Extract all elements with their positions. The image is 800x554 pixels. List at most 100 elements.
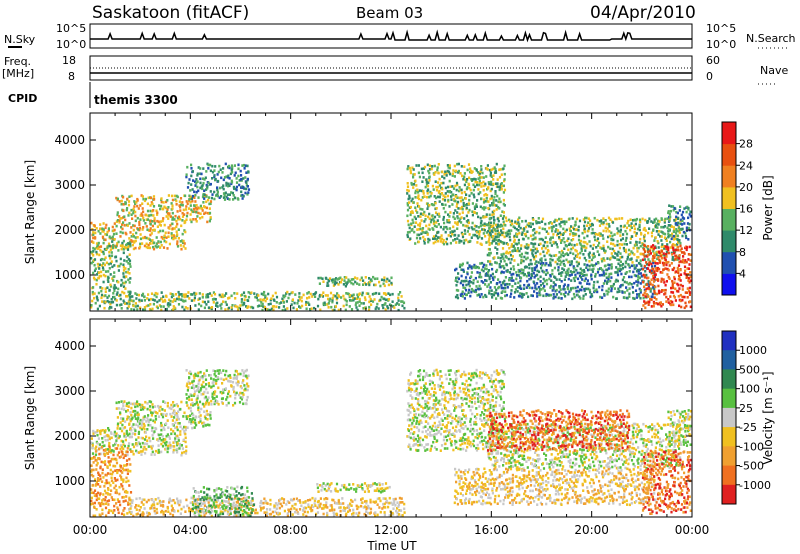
scatter-cell (660, 230, 663, 233)
scatter-cell (171, 222, 174, 226)
scatter-cell (687, 206, 690, 210)
scatter-cell (175, 225, 178, 229)
scatter-cell (242, 402, 245, 406)
scatter-cell (512, 272, 515, 276)
scatter-cell (143, 244, 146, 248)
scatter-cell (519, 276, 523, 280)
scatter-cell (518, 249, 521, 253)
scatter-cell (93, 292, 96, 295)
scatter-cell (115, 488, 118, 492)
scatter-cell (589, 244, 592, 248)
scatter-cell (512, 268, 516, 271)
scatter-cell (636, 284, 639, 287)
scatter-cell (575, 228, 579, 231)
scatter-cell (192, 386, 196, 390)
scatter-cell (635, 280, 638, 283)
scatter-cell (128, 417, 131, 421)
scatter-cell (147, 229, 150, 232)
scatter-cell (492, 215, 495, 219)
scatter-cell (687, 216, 690, 220)
scatter-cell (502, 167, 505, 170)
scatter-cell (127, 305, 130, 308)
scatter-cell (416, 228, 419, 231)
scatter-cell (681, 284, 684, 288)
scatter-cell (658, 258, 661, 262)
scatter-cell (145, 304, 148, 308)
scatter-cell (350, 308, 354, 311)
scatter-cell (460, 196, 463, 199)
scatter-cell (652, 255, 655, 258)
scatter-cell (239, 169, 242, 173)
scatter-cell (630, 257, 633, 260)
scatter-cell (649, 282, 652, 286)
scatter-cell (331, 309, 334, 312)
scatter-cell (488, 213, 491, 217)
scatter-cell (646, 283, 649, 286)
scatter-cell (506, 243, 510, 246)
scatter-cell (479, 191, 482, 194)
scatter-cell (167, 217, 170, 220)
scatter-cell (540, 260, 543, 263)
scatter-cell (216, 305, 219, 308)
scatter-cell (462, 223, 465, 227)
scatter-cell (141, 214, 144, 217)
scatter-cell (656, 250, 659, 254)
scatter-cell (554, 276, 557, 279)
scatter-cell (497, 224, 500, 228)
scatter-cell (313, 306, 316, 310)
scatter-cell (675, 215, 678, 219)
scatter-cell (597, 268, 600, 271)
scatter-cell (583, 263, 586, 266)
scatter-cell (487, 223, 490, 227)
scatter-cell (261, 302, 264, 306)
scatter-cell (514, 220, 517, 224)
scatter-cell (116, 416, 119, 419)
scatter-cell (141, 202, 144, 205)
scatter-cell (631, 286, 634, 289)
scatter-cell (149, 227, 152, 230)
scatter-cell (177, 237, 180, 240)
scatter-cell (639, 262, 642, 266)
scatter-cell (95, 493, 98, 496)
scatter-cell (90, 470, 93, 473)
scatter-cell (94, 231, 97, 235)
scatter-cell (203, 372, 206, 375)
scatter-cell (189, 201, 192, 204)
scatter-cell (452, 239, 455, 242)
scatter-cell (118, 294, 121, 297)
scatter-cell (649, 249, 652, 252)
scatter-cell (668, 204, 671, 207)
scatter-cell (199, 181, 202, 185)
scatter-cell (503, 172, 506, 176)
scatter-cell (185, 218, 188, 221)
scatter-cell (677, 269, 680, 272)
scatter-cell (569, 274, 572, 277)
scatter-cell (602, 272, 605, 275)
scatter-cell (599, 232, 602, 236)
scatter-cell (177, 217, 180, 221)
scatter-cell (92, 514, 95, 518)
scatter-cell (253, 292, 256, 295)
scatter-cell (580, 276, 583, 279)
scatter-cell (149, 209, 152, 213)
scatter-cell (356, 277, 359, 280)
scatter-cell (626, 221, 629, 225)
scatter-cell (420, 232, 423, 235)
scatter-cell (490, 180, 493, 184)
scatter-cell (170, 415, 173, 418)
scatter-cell (614, 256, 617, 260)
scatter-cell (418, 224, 421, 228)
scatter-cell (90, 502, 93, 506)
scatter-cell (148, 238, 151, 241)
scatter-cell (98, 497, 101, 500)
scatter-cell (576, 255, 579, 258)
scatter-cell (120, 439, 123, 443)
scatter-cell (568, 260, 571, 263)
scatter-cell (324, 303, 327, 306)
scatter-cell (502, 264, 505, 268)
scatter-cell (351, 294, 354, 298)
scatter-cell (677, 217, 680, 220)
scatter-cell (501, 247, 505, 250)
scatter-cell (459, 188, 462, 192)
scatter-cell (112, 453, 115, 457)
